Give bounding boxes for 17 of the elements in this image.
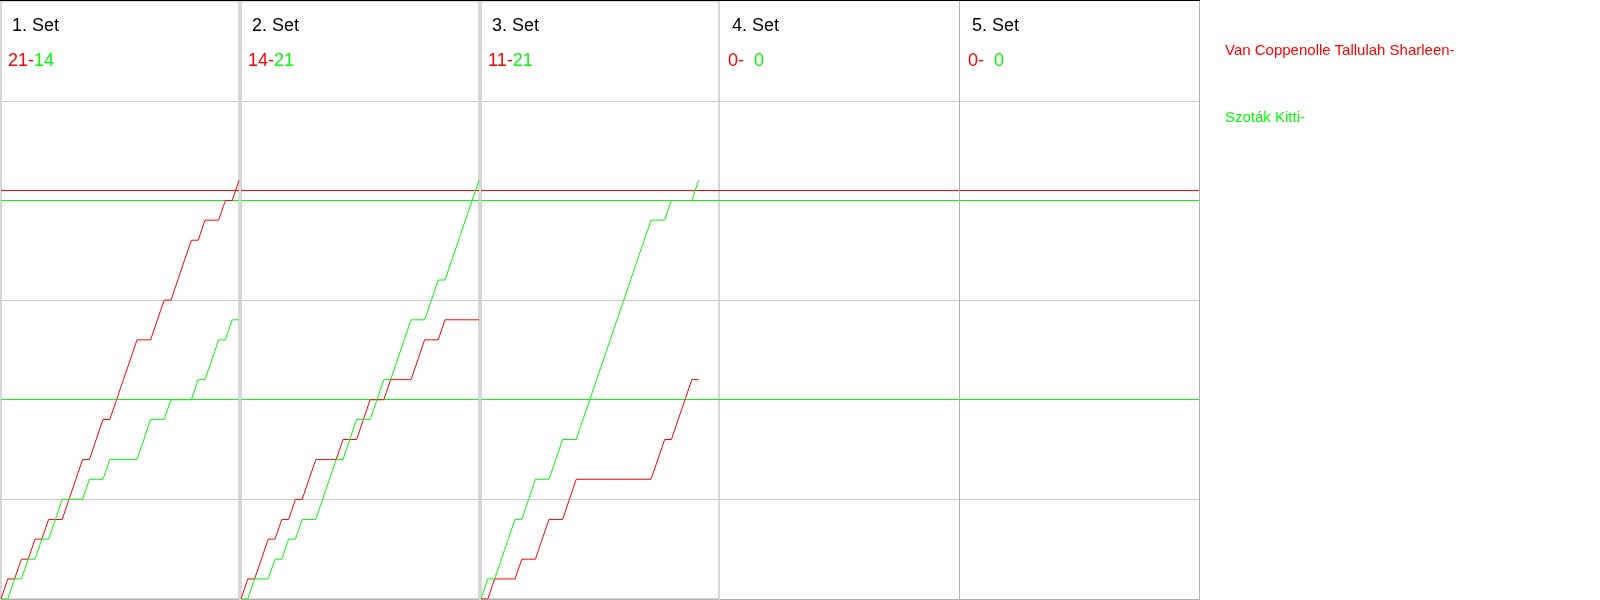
chart-title: 2. Set	[252, 15, 300, 35]
text: 5. Set	[972, 15, 1020, 35]
chart-title: 1. Set	[12, 15, 60, 35]
text: 0	[994, 50, 1005, 70]
text: 14-	[248, 50, 275, 70]
text: 21	[512, 50, 533, 70]
text: 14	[34, 50, 55, 70]
text: 0-	[728, 50, 745, 70]
chart-title: 3. Set	[492, 15, 540, 35]
text: 0-	[968, 50, 985, 70]
text: 4. Set	[732, 15, 780, 35]
text: Szoták Kitti-	[1225, 108, 1306, 125]
text: 0	[754, 50, 765, 70]
text: 21-	[8, 50, 35, 70]
text: 21	[274, 50, 295, 70]
text: 11-	[488, 50, 513, 70]
text: Van Coppenolle Tallulah Sharleen-	[1225, 41, 1455, 58]
